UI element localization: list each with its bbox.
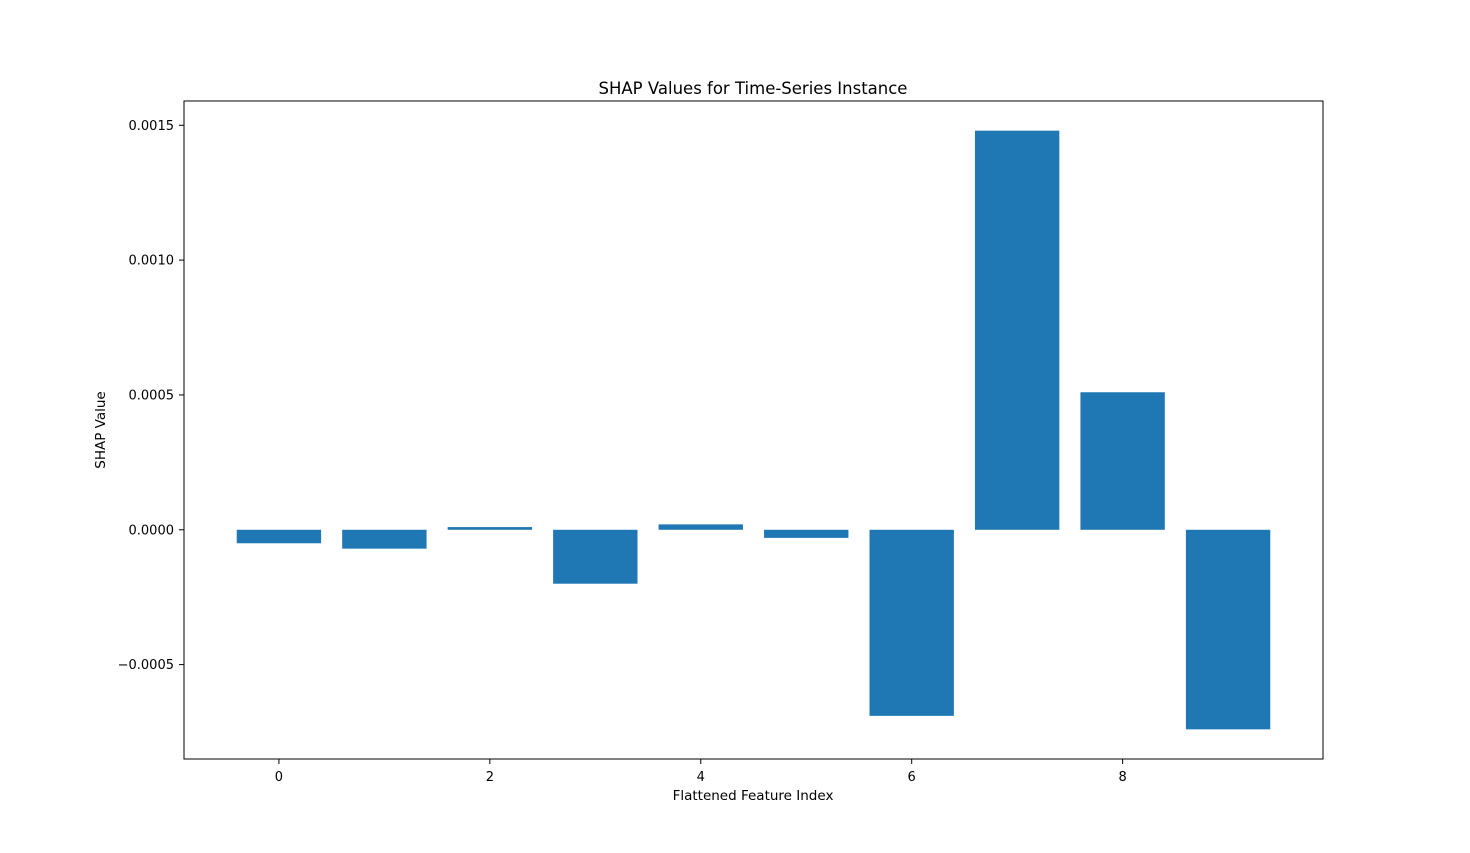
chart-title: SHAP Values for Time-Series Instance [599, 79, 908, 98]
bar-feature-6 [869, 529, 954, 716]
bar-feature-3 [553, 529, 638, 584]
y-tick-label: 0.0000 [129, 523, 175, 538]
x-tick-label: 0 [275, 770, 283, 785]
y-tick-label: 0.0005 [129, 388, 175, 403]
x-axis-ticks: 0 2 4 6 8 [275, 759, 1127, 785]
x-tick-label: 6 [908, 770, 916, 785]
x-tick-label: 8 [1118, 770, 1126, 785]
y-tick-label: 0.0015 [129, 119, 175, 134]
bar-feature-4 [658, 524, 743, 530]
bar-feature-2 [447, 527, 533, 530]
y-axis-ticks: −0.0005 0.0000 0.0005 0.0010 0.0015 [118, 119, 184, 673]
bar-feature-8 [1080, 392, 1165, 530]
bar-feature-9 [1185, 529, 1271, 730]
bars-layer [236, 130, 1271, 730]
x-tick-label: 2 [486, 770, 494, 785]
bar-feature-1 [342, 529, 427, 549]
bar-feature-7 [974, 130, 1060, 530]
x-axis-title: Flattened Feature Index [673, 788, 834, 804]
y-tick-label: 0.0010 [129, 254, 175, 269]
x-tick-label: 4 [697, 770, 705, 785]
y-tick-label: −0.0005 [118, 658, 174, 673]
plot-area-frame [183, 100, 1324, 760]
bar-feature-0 [236, 529, 322, 544]
bar-feature-5 [764, 529, 849, 538]
y-axis-title: SHAP Value [93, 391, 109, 468]
